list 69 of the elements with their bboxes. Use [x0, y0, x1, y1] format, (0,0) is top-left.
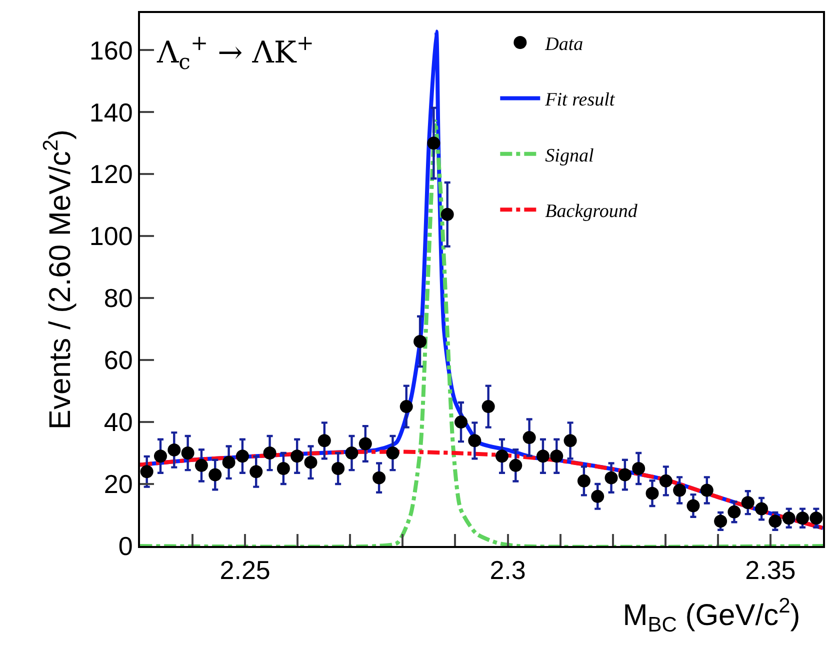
point — [577, 474, 590, 488]
legend-label: Signal — [545, 145, 594, 166]
y-tick-label: 100 — [89, 221, 133, 252]
point — [714, 514, 728, 528]
legend-label: Background — [545, 201, 638, 222]
point — [522, 431, 536, 444]
point — [400, 400, 413, 414]
point — [564, 434, 577, 448]
point — [140, 465, 154, 478]
point — [386, 446, 400, 460]
point — [345, 446, 358, 460]
point — [318, 434, 331, 448]
x-tick-label: 2.25 — [220, 555, 270, 586]
legend-label: Data — [544, 34, 584, 55]
point — [700, 484, 714, 497]
y-tick-label: 160 — [89, 35, 133, 66]
point — [222, 456, 236, 469]
y-tick-label: 120 — [89, 159, 133, 190]
legend-label: Fit result — [544, 90, 616, 111]
point — [782, 512, 796, 525]
point — [440, 208, 454, 221]
x-tick-label: 2.35 — [745, 555, 796, 586]
y-tick-label: 20 — [104, 469, 133, 500]
point — [686, 499, 700, 512]
point — [290, 450, 304, 463]
point — [632, 462, 646, 476]
point — [427, 136, 440, 150]
point — [181, 446, 194, 460]
y-tick-label: 0 — [118, 531, 133, 562]
point — [659, 474, 672, 488]
point — [728, 505, 741, 518]
point — [604, 471, 618, 484]
point — [741, 496, 754, 510]
point — [482, 400, 495, 414]
point — [276, 462, 290, 476]
point — [591, 490, 604, 503]
x-axis-title: M$_{BC}$ (GeV/c$^{2}$) — [622, 594, 800, 636]
point — [194, 458, 208, 472]
point — [263, 446, 276, 460]
point — [208, 468, 222, 482]
point — [168, 443, 181, 456]
point — [509, 458, 522, 472]
point — [236, 450, 249, 463]
point — [768, 514, 782, 528]
point — [796, 512, 810, 525]
point — [414, 334, 427, 348]
line-series — [140, 119, 823, 546]
point — [358, 437, 372, 450]
annotation: Λ$_{c}$$^{+}$ → ΛK$^{+}$ — [156, 31, 314, 74]
point — [536, 450, 550, 463]
point — [810, 512, 823, 525]
point — [618, 468, 632, 482]
y-tick-label: 40 — [104, 407, 133, 438]
point — [646, 486, 659, 500]
y-tick-label: 60 — [104, 345, 133, 376]
y-tick-label: 80 — [104, 283, 133, 314]
point — [495, 450, 508, 463]
y-tick-label: 140 — [89, 97, 133, 128]
x-tick-label: 2.3 — [490, 555, 526, 586]
point — [372, 471, 386, 484]
point — [550, 450, 564, 463]
point — [755, 502, 768, 516]
point — [673, 484, 686, 497]
point — [304, 456, 318, 469]
point — [332, 462, 345, 476]
point — [250, 465, 263, 478]
point — [468, 434, 482, 448]
point — [454, 416, 468, 429]
point — [154, 450, 167, 463]
